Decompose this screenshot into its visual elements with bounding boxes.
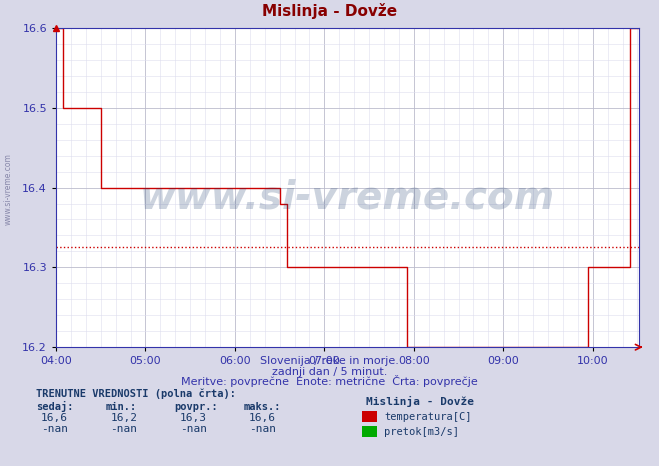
Text: -nan: -nan: [249, 425, 275, 434]
Text: www.si-vreme.com: www.si-vreme.com: [3, 153, 13, 225]
Text: 16,2: 16,2: [111, 413, 137, 423]
Text: Mislinja - Dovže: Mislinja - Dovže: [366, 397, 474, 407]
Text: TRENUTNE VREDNOSTI (polna črta):: TRENUTNE VREDNOSTI (polna črta):: [36, 389, 236, 399]
Text: sedaj:: sedaj:: [36, 401, 74, 412]
Text: Meritve: povprečne  Enote: metrične  Črta: povprečje: Meritve: povprečne Enote: metrične Črta:…: [181, 375, 478, 387]
Text: maks.:: maks.:: [244, 402, 281, 412]
Text: www.si-vreme.com: www.si-vreme.com: [140, 178, 556, 216]
Text: povpr.:: povpr.:: [175, 402, 218, 412]
Text: Slovenija / reke in morje.: Slovenija / reke in morje.: [260, 356, 399, 366]
Text: zadnji dan / 5 minut.: zadnji dan / 5 minut.: [272, 367, 387, 377]
Text: temperatura[C]: temperatura[C]: [384, 411, 472, 422]
Text: 16,6: 16,6: [42, 413, 68, 423]
Text: 16,3: 16,3: [180, 413, 206, 423]
Text: 16,6: 16,6: [249, 413, 275, 423]
Text: Mislinja - Dovže: Mislinja - Dovže: [262, 3, 397, 19]
Text: min.:: min.:: [105, 402, 136, 412]
Text: pretok[m3/s]: pretok[m3/s]: [384, 426, 459, 437]
Text: -nan: -nan: [180, 425, 206, 434]
Text: -nan: -nan: [42, 425, 68, 434]
Text: -nan: -nan: [111, 425, 137, 434]
